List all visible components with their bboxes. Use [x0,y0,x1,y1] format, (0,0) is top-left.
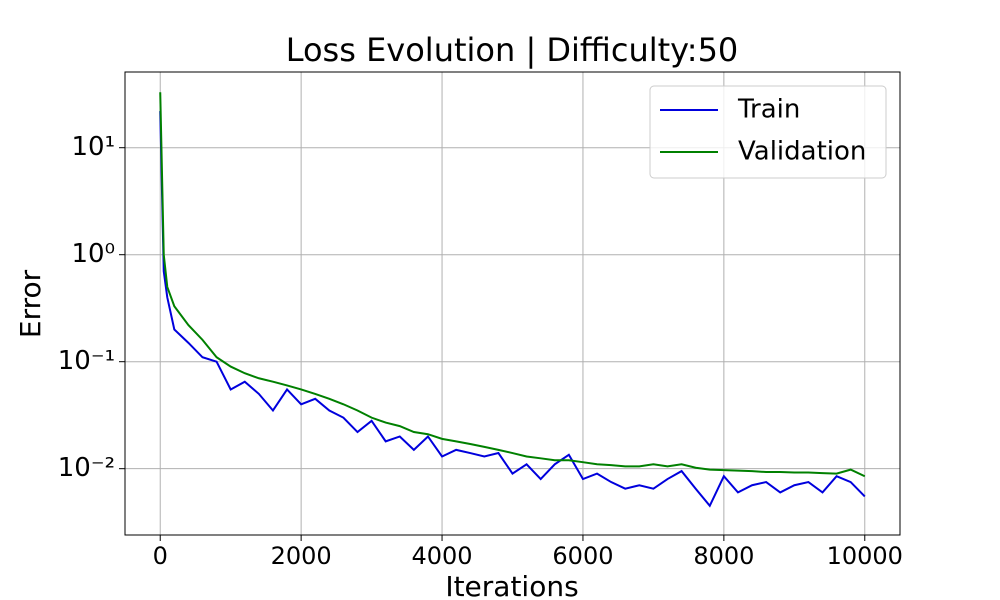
plot-frame [124,71,901,536]
x-tick-label: 0 [153,542,168,570]
chart-title: Loss Evolution | Difficulty:50 [286,31,739,69]
x-axis-label: Iterations [445,570,578,600]
legend-label: Validation [738,137,866,167]
data-line [159,111,866,508]
legend-label: Train [737,95,800,125]
y-tick-label: 10⁻² [58,453,115,483]
y-tick-label: 10¹ [71,132,115,162]
x-tick-label: 4000 [412,542,473,570]
y-tick-label: 10⁰ [71,239,115,269]
x-tick-label: 6000 [552,542,613,570]
x-tick-label: 2000 [271,542,332,570]
x-tick-label: 10000 [827,542,903,570]
x-tick-label: 8000 [693,542,754,570]
y-axis-label: Error [14,269,47,338]
data-line [159,92,866,478]
y-tick-label: 10⁻¹ [58,346,115,376]
